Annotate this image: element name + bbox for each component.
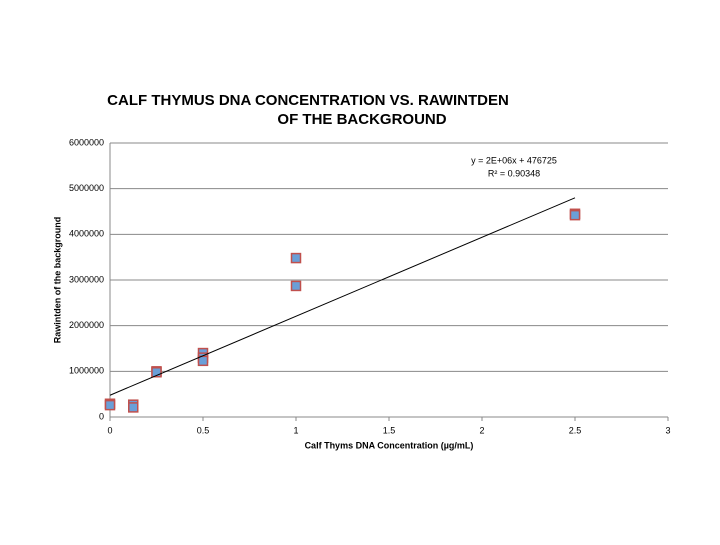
y-tick-label: 5000000: [69, 183, 104, 193]
marker: [290, 252, 302, 264]
x-tick-label: 0.5: [197, 425, 210, 435]
x-tick-label: 0: [107, 425, 112, 435]
x-tick-label: 1.5: [383, 425, 396, 435]
y-tick-label: 0: [99, 411, 104, 421]
annotation: y = 2E+06x + 476725: [471, 155, 557, 165]
chart-title: OF THE BACKGROUND: [277, 111, 446, 128]
marker: [197, 355, 209, 367]
point: [290, 252, 302, 264]
chart-title: CALF THYMUS DNA CONCENTRATION VS. RAWINT…: [107, 92, 509, 109]
marker: [151, 366, 162, 378]
point: [290, 280, 302, 292]
marker: [290, 280, 302, 292]
point: [151, 366, 162, 378]
point: [569, 209, 581, 221]
annotation: R² = 0.90348: [488, 168, 540, 178]
y-tick-label: 6000000: [69, 137, 104, 147]
marker: [128, 402, 139, 413]
y-tick-label: 1000000: [69, 366, 104, 376]
x-tick-label: 3: [665, 425, 670, 435]
y-tick-label: 2000000: [69, 320, 104, 330]
x-tick-label: 1: [293, 425, 298, 435]
point: [104, 399, 116, 411]
y-tick-label: 4000000: [69, 229, 104, 239]
trendline: [109, 197, 576, 396]
x-tick-label: 2.5: [569, 425, 582, 435]
marker: [569, 209, 581, 221]
y-axis-label: Rawintden of the background: [52, 217, 62, 344]
y-tick-label: 3000000: [69, 274, 104, 284]
point: [197, 355, 209, 367]
marker: [104, 399, 116, 411]
x-tick-label: 2: [479, 425, 484, 435]
point: [128, 402, 139, 413]
x-axis-label: Calf Thyms DNA Concentration (µg/mL): [305, 440, 474, 450]
